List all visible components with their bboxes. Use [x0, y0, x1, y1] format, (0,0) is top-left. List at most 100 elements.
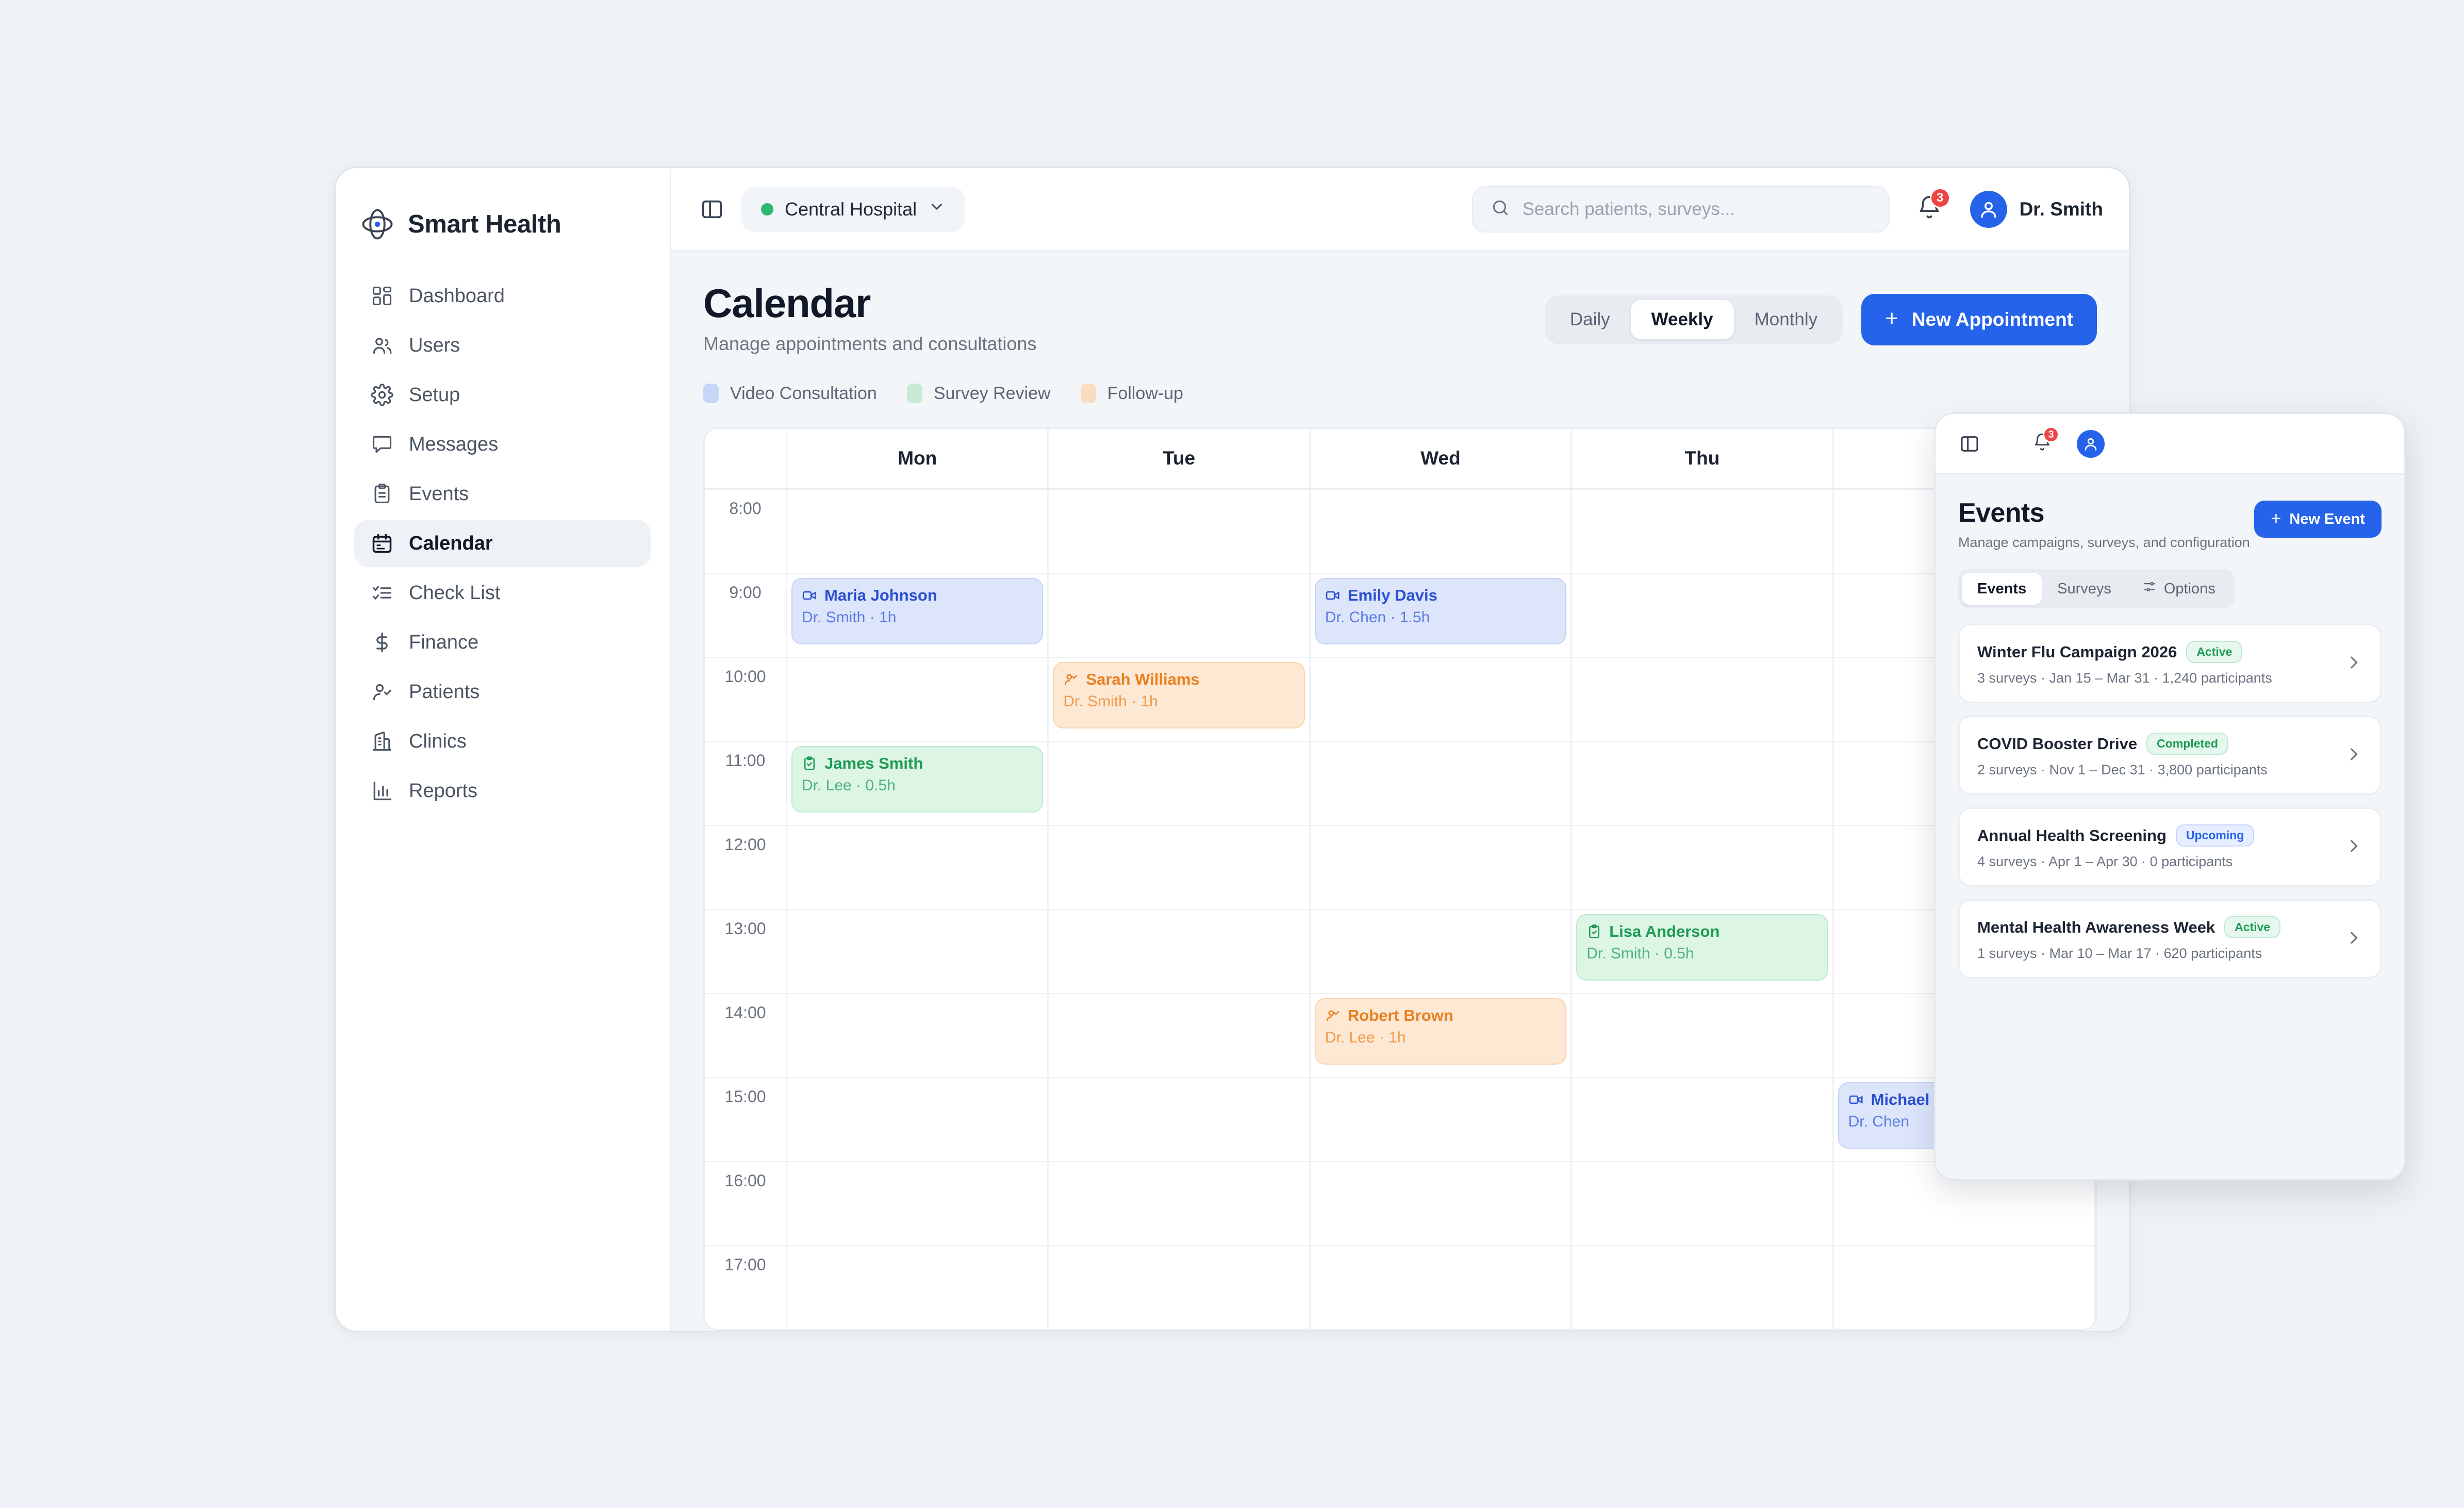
- tab-options[interactable]: Options: [2127, 573, 2231, 605]
- notifications-button[interactable]: 3: [1916, 188, 1950, 223]
- calendar-event[interactable]: James Smith Dr. Lee · 0.5h: [791, 745, 1044, 813]
- sidebar-item-messages[interactable]: Messages: [354, 421, 651, 468]
- calendar-cell[interactable]: [1572, 489, 1834, 573]
- calendar-event[interactable]: Lisa Anderson Dr. Smith · 0.5h: [1576, 914, 1828, 981]
- calendar-cell[interactable]: [1311, 1246, 1573, 1329]
- calendar-body: 8:00 9:00: [705, 489, 2095, 1329]
- sidebar-item-dashboard[interactable]: Dashboard: [354, 272, 651, 320]
- calendar-cell[interactable]: [1049, 1246, 1311, 1329]
- calendar-cell[interactable]: [787, 909, 1049, 993]
- events-list: Winter Flu Campaign 2026 Active 3 survey…: [1936, 608, 2404, 979]
- chevron-right-icon[interactable]: [2335, 745, 2362, 766]
- calendar-cell[interactable]: James Smith Dr. Lee · 0.5h: [787, 741, 1049, 825]
- calendar-cell[interactable]: [1572, 741, 1834, 825]
- calendar-row: 14:00: [705, 993, 2095, 1078]
- panel-toggle-icon[interactable]: [1958, 433, 1981, 455]
- view-monthly-button[interactable]: Monthly: [1754, 309, 1818, 329]
- calendar-cell[interactable]: Lisa Anderson Dr. Smith · 0.5h: [1572, 909, 1834, 993]
- calendar-cell[interactable]: [1572, 993, 1834, 1077]
- calendar-cell[interactable]: [1311, 909, 1573, 993]
- calendar-cell[interactable]: [1311, 1162, 1573, 1246]
- event-title-row: Emily Davis: [1325, 586, 1556, 605]
- list-item[interactable]: Annual Health Screening Upcoming 4 surve…: [1958, 807, 2382, 887]
- calendar-event[interactable]: Sarah Williams Dr. Smith · 1h: [1053, 661, 1305, 728]
- calendar-cell[interactable]: [1311, 657, 1573, 741]
- calendar-cell[interactable]: [1049, 825, 1311, 909]
- calendar-event[interactable]: Emily Davis Dr. Chen · 1.5h: [1314, 577, 1567, 644]
- calendar-cell[interactable]: [1049, 1078, 1311, 1162]
- calendar-cell[interactable]: [1049, 909, 1311, 993]
- sidebar: Smart Health Dashboard: [336, 168, 671, 1331]
- calendar-cell[interactable]: [787, 657, 1049, 741]
- calendar-cell[interactable]: [1049, 993, 1311, 1077]
- calendar-cell[interactable]: [787, 1246, 1049, 1329]
- calendar-cell[interactable]: Robert Brown Dr. Lee · 1h: [1311, 993, 1573, 1077]
- new-appointment-button[interactable]: + New Appointment: [1861, 294, 2097, 345]
- calendar-cell[interactable]: [1049, 1162, 1311, 1246]
- calendar-cell[interactable]: [1572, 573, 1834, 657]
- calendar-cell[interactable]: [787, 489, 1049, 573]
- sidebar-item-reports[interactable]: Reports: [354, 767, 651, 815]
- bar-chart-icon: [371, 780, 393, 802]
- card-content: Winter Flu Campaign 2026 Active 3 survey…: [1977, 641, 2272, 686]
- event-title-row: Maria Johnson: [802, 586, 1033, 605]
- calendar-cell[interactable]: [1049, 573, 1311, 657]
- chevron-right-icon[interactable]: [2335, 929, 2362, 949]
- list-item[interactable]: Winter Flu Campaign 2026 Active 3 survey…: [1958, 624, 2382, 703]
- list-item[interactable]: Mental Health Awareness Week Active 1 su…: [1958, 899, 2382, 979]
- event-meta: Dr. Smith · 0.5h: [1586, 944, 1694, 962]
- calendar-cell[interactable]: [1049, 489, 1311, 573]
- calendar-cell[interactable]: [1834, 1162, 2095, 1246]
- view-daily-button[interactable]: Daily: [1569, 309, 1610, 329]
- tab-surveys[interactable]: Surveys: [2042, 573, 2127, 605]
- calendar-cell[interactable]: [1572, 1246, 1834, 1329]
- search-box[interactable]: [1471, 186, 1890, 233]
- calendar-cell[interactable]: Maria Johnson Dr. Smith · 1h: [787, 573, 1049, 657]
- chevron-right-icon[interactable]: [2335, 654, 2362, 674]
- chevron-down-icon: [928, 198, 946, 220]
- sidebar-item-check-list[interactable]: Check List: [354, 569, 651, 617]
- search-input[interactable]: [1522, 198, 1871, 220]
- sidebar-item-events[interactable]: Events: [354, 470, 651, 518]
- sidebar-item-setup[interactable]: Setup: [354, 371, 651, 419]
- calendar-cell[interactable]: Sarah Williams Dr. Smith · 1h: [1049, 657, 1311, 741]
- calendar-cell[interactable]: [1572, 825, 1834, 909]
- tab-events[interactable]: Events: [1962, 573, 2042, 605]
- calendar-cell[interactable]: [1311, 825, 1573, 909]
- calendar-cell[interactable]: [1572, 657, 1834, 741]
- calendar-cell[interactable]: [1572, 1162, 1834, 1246]
- calendar-cell[interactable]: Emily Davis Dr. Chen · 1.5h: [1311, 573, 1573, 657]
- calendar-cell[interactable]: [787, 1078, 1049, 1162]
- calendar-cell[interactable]: [1311, 1078, 1573, 1162]
- sidebar-item-clinics[interactable]: Clinics: [354, 718, 651, 765]
- calendar-cell[interactable]: [1049, 741, 1311, 825]
- calendar-cell[interactable]: [787, 993, 1049, 1077]
- list-item[interactable]: COVID Booster Drive Completed 2 surveys …: [1958, 716, 2382, 795]
- calendar-cell[interactable]: [1311, 489, 1573, 573]
- calendar-cell[interactable]: [787, 1162, 1049, 1246]
- user-menu[interactable]: Dr. Smith: [1970, 190, 2103, 228]
- hospital-selector[interactable]: Central Hospital: [741, 186, 966, 232]
- event-patient: Emily Davis: [1347, 586, 1437, 604]
- card-meta: 3 surveys · Jan 15 – Mar 31 · 1,240 part…: [1977, 670, 2272, 686]
- panel-toggle-icon[interactable]: [697, 194, 727, 224]
- sidebar-item-users[interactable]: Users: [354, 322, 651, 369]
- legend-item-followup: Follow-up: [1080, 384, 1183, 404]
- event-title-row: Michael: [1848, 1090, 2079, 1109]
- calendar-event[interactable]: Maria Johnson Dr. Smith · 1h: [791, 577, 1044, 644]
- calendar-cell[interactable]: [1311, 741, 1573, 825]
- sidebar-item-label: Events: [409, 483, 469, 505]
- chevron-right-icon[interactable]: [2335, 837, 2362, 857]
- calendar-cell[interactable]: [787, 825, 1049, 909]
- calendar-row: 13:00: [705, 909, 2095, 994]
- avatar[interactable]: [2077, 429, 2105, 458]
- panel-notifications-button[interactable]: 3: [2032, 426, 2059, 455]
- sidebar-item-calendar[interactable]: Calendar: [354, 520, 651, 567]
- calendar-event[interactable]: Robert Brown Dr. Lee · 1h: [1314, 998, 1567, 1065]
- sidebar-item-finance[interactable]: Finance: [354, 619, 651, 666]
- calendar-cell[interactable]: [1834, 1246, 2095, 1329]
- new-event-button[interactable]: + New Event: [2254, 501, 2382, 538]
- calendar-cell[interactable]: [1572, 1078, 1834, 1162]
- view-weekly-button[interactable]: Weekly: [1630, 300, 1734, 339]
- sidebar-item-patients[interactable]: Patients: [354, 668, 651, 716]
